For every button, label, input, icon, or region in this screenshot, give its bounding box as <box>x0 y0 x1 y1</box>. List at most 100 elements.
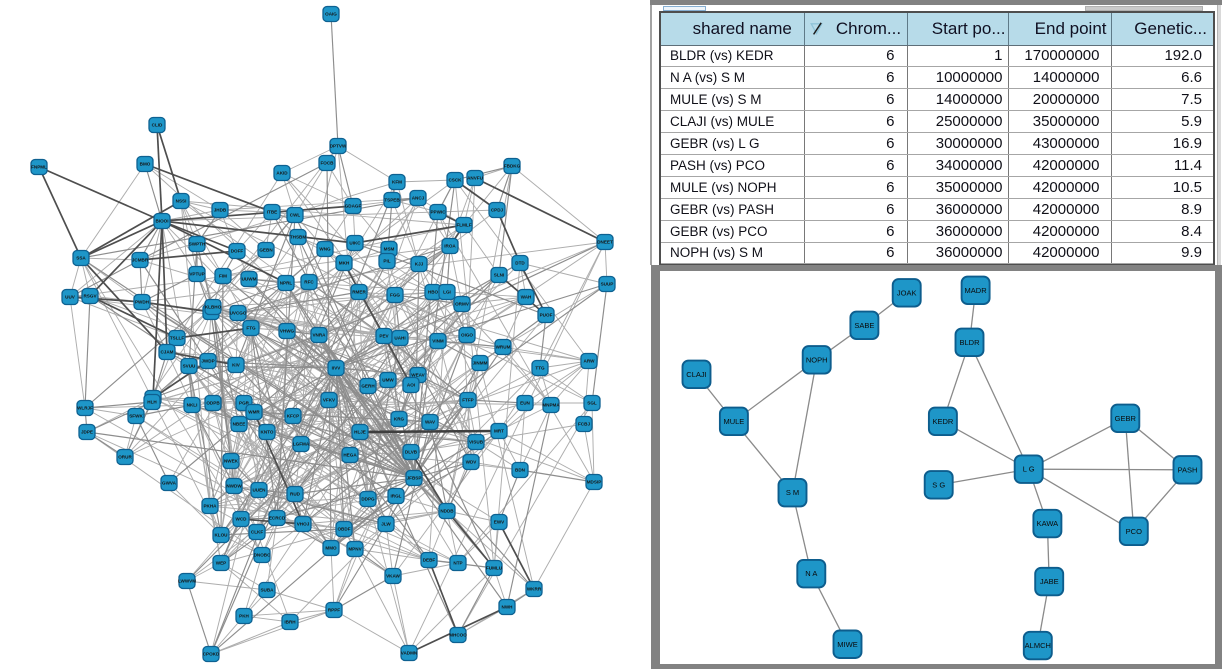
svg-text:IBRH: IBRH <box>284 620 296 625</box>
svg-text:OBDF: OBDF <box>337 527 350 532</box>
svg-text:SFWK: SFWK <box>129 414 143 419</box>
svg-text:WDV: WDV <box>466 460 478 465</box>
svg-text:TTG: TTG <box>535 366 545 371</box>
svg-text:JCMBR: JCMBR <box>132 258 149 263</box>
svg-text:MKH: MKH <box>339 261 350 266</box>
svg-text:IIVV: IIVV <box>332 366 342 371</box>
svg-text:ARW: ARW <box>584 359 596 364</box>
svg-text:RPPF: RPPF <box>328 608 340 613</box>
svg-text:UAHI: UAHI <box>394 336 405 341</box>
svg-text:ECRCD: ECRCD <box>269 516 286 521</box>
svg-text:RMER: RMER <box>352 290 366 295</box>
svg-text:FTG: FTG <box>246 326 256 331</box>
svg-text:SUBA: SUBA <box>260 588 274 593</box>
svg-text:JWDP: JWDP <box>201 359 214 364</box>
svg-text:RUD: RUD <box>290 492 301 497</box>
svg-text:PPWIC: PPWIC <box>430 210 446 215</box>
svg-text:MNPMA: MNPMA <box>542 403 560 408</box>
svg-text:NWEK: NWEK <box>224 459 239 464</box>
svg-text:JHDB: JHDB <box>214 208 227 213</box>
svg-text:UIKC: UIKC <box>349 241 361 246</box>
svg-text:GDAGF: GDAGF <box>345 204 362 209</box>
svg-text:VISUB: VISUB <box>469 440 484 445</box>
svg-text:WCD: WCD <box>236 517 248 522</box>
svg-text:NDDB: NDDB <box>440 509 454 514</box>
svg-text:MSM: MSM <box>384 247 395 252</box>
svg-text:LGFMA: LGFMA <box>293 442 310 447</box>
svg-text:SVUU: SVUU <box>183 364 196 369</box>
svg-text:FBDKG: FBDKG <box>504 164 521 169</box>
svg-text:FOCB: FOCB <box>320 161 334 166</box>
svg-text:THSBM: THSBM <box>290 235 307 240</box>
svg-text:NWDW: NWDW <box>226 484 242 489</box>
svg-text:PUOF: PUOF <box>540 313 553 318</box>
svg-text:PWDH: PWDH <box>135 300 150 305</box>
svg-text:FTFP: FTFP <box>462 398 473 403</box>
svg-text:JDPE: JDPE <box>81 430 93 435</box>
svg-text:VINM: VINM <box>432 339 444 344</box>
svg-text:UUEN: UUEN <box>252 488 266 493</box>
svg-text:DNOBC: DNOBC <box>254 553 272 558</box>
svg-text:SWPTH: SWPTH <box>189 242 206 247</box>
svg-text:WEAV: WEAV <box>411 373 425 378</box>
svg-text:KRG: KRG <box>394 417 405 422</box>
svg-text:CJAM: CJAM <box>160 350 173 355</box>
svg-text:GWVA: GWVA <box>162 481 177 486</box>
svg-text:CPOKD: CPOKD <box>203 652 220 657</box>
svg-text:VHOJ: VHOJ <box>297 522 310 527</box>
svg-text:WAH: WAH <box>521 295 532 300</box>
svg-text:CWL: CWL <box>290 213 301 218</box>
svg-text:WNG: WNG <box>319 247 331 252</box>
svg-text:KFCP: KFCP <box>287 414 300 419</box>
svg-text:OAIG: OAIG <box>325 12 337 17</box>
svg-text:EWV: EWV <box>494 520 505 525</box>
svg-text:ODPB: ODPB <box>206 401 220 406</box>
svg-text:PEV: PEV <box>379 334 389 339</box>
svg-text:AOI: AOI <box>407 383 415 388</box>
svg-text:AKID: AKID <box>276 171 288 176</box>
svg-text:PKHA: PKHA <box>203 504 217 509</box>
svg-text:DEBF: DEBF <box>423 558 436 563</box>
svg-text:DPTVW: DPTVW <box>330 144 347 149</box>
svg-text:KLOU: KLOU <box>214 533 228 538</box>
svg-text:NPRL: NPRL <box>280 281 293 286</box>
svg-text:FCBJ: FCBJ <box>578 422 590 427</box>
svg-text:VFKV: VFKV <box>323 398 336 403</box>
svg-text:WMR: WMR <box>248 410 260 415</box>
svg-text:ANVFU: ANVFU <box>467 176 484 181</box>
svg-text:DLVB: DLVB <box>405 450 418 455</box>
svg-text:DDPG: DDPG <box>361 497 375 502</box>
svg-text:ORMV: ORMV <box>455 302 470 307</box>
svg-text:FGG: FGG <box>390 293 400 298</box>
svg-text:NSSI: NSSI <box>176 199 187 204</box>
svg-text:PGR: PGR <box>239 401 250 406</box>
svg-text:FIM: FIM <box>219 274 227 279</box>
svg-text:MMO: MMO <box>325 546 337 551</box>
svg-text:LGI: LGI <box>443 290 451 295</box>
svg-text:NKLI: NKLI <box>187 403 198 408</box>
svg-text:IROA: IROA <box>444 244 456 249</box>
svg-text:VNRA: VNRA <box>312 333 326 338</box>
svg-text:EUN: EUN <box>520 401 530 406</box>
svg-text:VPTUP: VPTUP <box>189 272 204 277</box>
svg-text:KNTO: KNTO <box>261 430 274 435</box>
svg-text:UUWM: UUWM <box>242 277 257 282</box>
svg-text:WLRJF: WLRJF <box>77 406 93 411</box>
svg-text:VHWG: VHWG <box>280 329 295 334</box>
svg-text:HBO: HBO <box>428 290 439 295</box>
svg-text:IRGL: IRGL <box>391 494 402 499</box>
svg-text:JFBSP: JFBSP <box>407 476 422 481</box>
svg-text:MPNV: MPNV <box>348 547 362 552</box>
svg-text:JINMM: JINMM <box>473 361 488 366</box>
svg-text:NTP: NTP <box>453 561 462 566</box>
svg-text:RFC: RFC <box>304 280 314 285</box>
svg-text:RSGV: RSGV <box>83 294 97 299</box>
svg-text:BIOOI: BIOOI <box>155 219 168 224</box>
svg-text:TSPEB: TSPEB <box>384 198 400 203</box>
svg-text:SGL: SGL <box>587 401 597 406</box>
svg-text:CLID: CLID <box>152 123 163 128</box>
svg-text:HLH: HLH <box>147 400 157 405</box>
svg-text:SSA: SSA <box>76 256 86 261</box>
svg-text:WEP: WEP <box>216 561 226 566</box>
svg-text:NWH: NWH <box>502 605 514 610</box>
